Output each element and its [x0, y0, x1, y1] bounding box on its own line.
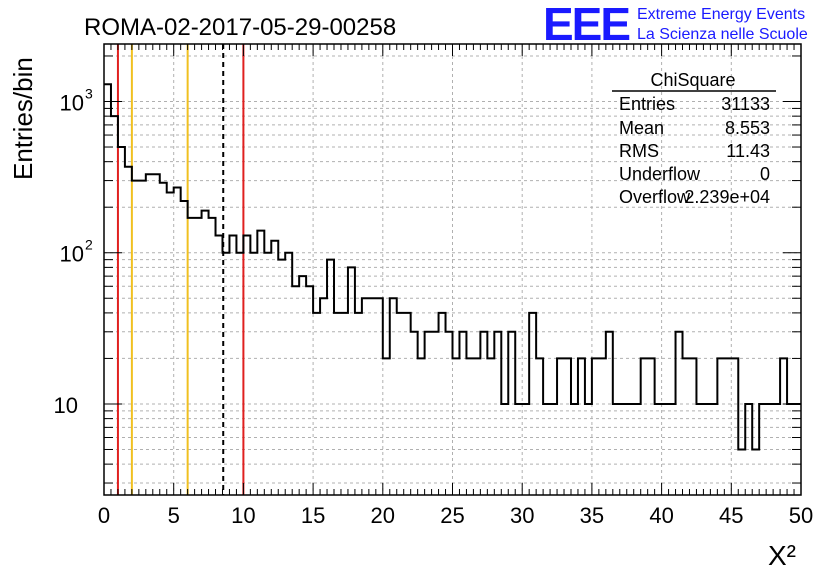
stats-overflow-value: 2.239e+04	[684, 187, 770, 207]
eee-logo-line2: La Scienza nelle Scuole	[637, 26, 808, 43]
histogram-title: ROMA-02-2017-05-29-00258	[84, 14, 396, 41]
x-tick-labels: 0 5 10 15 20 25 30 35 40 45 50	[98, 503, 813, 528]
x-tick-label: 15	[301, 503, 325, 528]
x-tick-label: 0	[98, 503, 110, 528]
eee-logo-mark: EEE	[543, 0, 629, 50]
stats-entries-value: 31133	[721, 94, 770, 114]
x-tick-label: 25	[440, 503, 464, 528]
stats-entries-label: Entries	[619, 94, 675, 114]
stats-underflow-value: 0	[760, 164, 770, 184]
x-tick-label: 35	[580, 503, 604, 528]
x-tick-label: 45	[719, 503, 743, 528]
x-tick-label: 30	[510, 503, 534, 528]
eee-logo: EEE Extreme Energy Events La Scienza nel…	[543, 0, 808, 50]
stats-mean-value: 8.553	[725, 118, 770, 138]
y-tick-label: 10	[60, 90, 84, 115]
y-axis-title: Entries/bin	[8, 57, 38, 180]
y-tick-label: 10	[60, 242, 84, 267]
stats-rms-value: 11.43	[726, 141, 770, 161]
grid	[104, 44, 801, 495]
x-tick-label: 40	[649, 503, 673, 528]
x-tick-label: 50	[789, 503, 813, 528]
stats-mean-label: Mean	[619, 118, 664, 138]
axis-ticks	[103, 44, 802, 495]
x-tick-label: 20	[371, 503, 395, 528]
y-tick-label: 10	[54, 393, 78, 418]
x-tick-label: 10	[231, 503, 255, 528]
x-axis-title: X²	[768, 540, 796, 571]
y-tick-exponent: 2	[85, 237, 93, 253]
stats-rms-label: RMS	[619, 141, 659, 161]
x-tick-label: 5	[168, 503, 180, 528]
stats-box-title: ChiSquare	[650, 70, 735, 90]
histogram-outline	[104, 83, 801, 451]
stats-underflow-label: Underflow	[619, 164, 701, 184]
y-tick-exponent: 3	[85, 85, 93, 101]
stats-overflow-label: Overflow	[619, 187, 691, 207]
stats-box: ChiSquare Entries 31133 Mean 8.553 RMS 1…	[612, 70, 776, 207]
eee-logo-line1: Extreme Energy Events	[637, 6, 805, 23]
